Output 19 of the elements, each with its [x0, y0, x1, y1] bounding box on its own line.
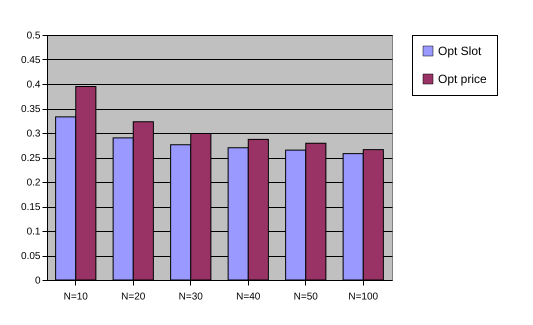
x-tick-label: N=50 [294, 292, 318, 302]
x-tick-label: N=100 [348, 292, 379, 302]
y-tick-label: 0.2 [26, 178, 41, 188]
x-tick-label: N=40 [236, 292, 261, 302]
y-tick-label: 0.3 [26, 128, 41, 140]
y-tick-label: 0.35 [21, 104, 41, 115]
x-tick-label: N=20 [121, 292, 146, 302]
x-tick-label: N=30 [178, 292, 204, 302]
y-tick-label: 0.15 [21, 202, 41, 213]
y-tick-label: 0.4 [26, 80, 41, 90]
y-tick-label: 0.5 [26, 30, 41, 42]
legend-label: Opt price [438, 72, 488, 86]
y-tick-label: 0.25 [21, 153, 41, 164]
y-tick-label: 0.05 [21, 251, 41, 262]
y-tick-label: 0 [34, 276, 41, 286]
y-tick-label: 0.1 [26, 226, 41, 238]
x-tick-label: N=10 [64, 292, 88, 302]
legend-label: Opt Slot [438, 44, 482, 58]
y-tick-label: 0.45 [21, 55, 41, 66]
